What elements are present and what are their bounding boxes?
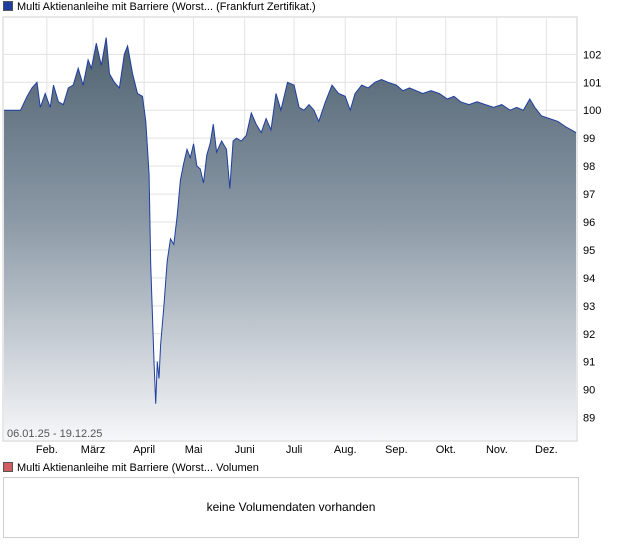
y-tick-label: 97	[583, 189, 595, 201]
date-range-label: 06.01.25 - 19.12.25	[7, 428, 102, 440]
y-tick-label: 96	[583, 217, 595, 229]
y-tick-label: 98	[583, 161, 595, 173]
y-tick-label: 99	[583, 133, 595, 145]
price-chart: 89 90 91 92 93 94 95 96 97 98 99 100 101 102 Feb. März…	[2, 16, 601, 456]
y-tick-label: 89	[583, 413, 595, 425]
x-tick-label: Feb.	[36, 444, 58, 456]
price-legend-swatch	[3, 1, 13, 11]
volume-legend-label: Multi Aktienanleihe mit Barriere (Worst.…	[17, 462, 259, 474]
x-tick-label: Aug.	[334, 444, 357, 456]
y-tick-label: 95	[583, 245, 595, 257]
x-tick-label: März	[81, 444, 105, 456]
volume-legend: Multi Aktienanleihe mit Barriere (Worst.…	[3, 461, 259, 475]
x-tick-label: Dez.	[535, 444, 558, 456]
x-tick-label: Sep.	[385, 444, 408, 456]
y-tick-label: 93	[583, 301, 595, 313]
y-tick-label: 94	[583, 273, 595, 285]
volume-panel: keine Volumendaten vorhanden	[3, 477, 579, 538]
y-axis-labels: 89 90 91 92 93 94 95 96 97 98 99 100 101 102	[583, 49, 601, 424]
x-tick-label: Okt.	[436, 444, 456, 456]
y-tick-label: 90	[583, 385, 595, 397]
volume-legend-swatch	[3, 462, 13, 472]
y-tick-label: 101	[583, 77, 601, 89]
price-line	[4, 37, 577, 404]
x-tick-label: Juni	[235, 444, 255, 456]
price-legend-label: Multi Aktienanleihe mit Barriere (Worst.…	[17, 1, 316, 13]
x-tick-label: Mai	[185, 444, 203, 456]
price-area	[4, 37, 576, 440]
price-legend: Multi Aktienanleihe mit Barriere (Worst.…	[3, 0, 316, 14]
x-axis-labels: Feb. März April Mai Juni Juli Aug. Sep. Okt. Nov.…	[36, 444, 558, 456]
no-volume-message: keine Volumendaten vorhanden	[206, 500, 376, 514]
x-tick-label: Nov.	[486, 444, 508, 456]
x-tick-label: Juli	[286, 444, 303, 456]
y-tick-label: 100	[583, 105, 601, 117]
y-tick-label: 92	[583, 329, 595, 341]
y-tick-label: 102	[583, 49, 601, 61]
y-tick-label: 91	[583, 357, 595, 369]
x-tick-label: April	[133, 444, 155, 456]
